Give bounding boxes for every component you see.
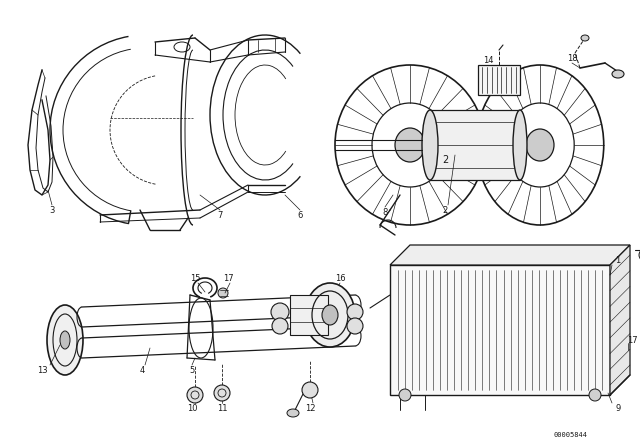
Ellipse shape (271, 303, 289, 321)
Text: 3: 3 (49, 206, 54, 215)
Ellipse shape (639, 249, 640, 261)
Text: 16: 16 (335, 273, 346, 283)
Text: 2: 2 (442, 155, 448, 165)
Ellipse shape (513, 110, 527, 180)
Ellipse shape (347, 318, 363, 334)
Ellipse shape (272, 318, 288, 334)
Text: 7: 7 (218, 211, 223, 220)
Bar (390, 265, 610, 395)
Ellipse shape (395, 128, 425, 162)
Text: 11: 11 (217, 404, 227, 413)
Text: 4: 4 (140, 366, 145, 375)
Text: 15: 15 (189, 273, 200, 283)
Ellipse shape (214, 385, 230, 401)
Text: 17: 17 (223, 273, 234, 283)
Ellipse shape (589, 389, 601, 401)
Ellipse shape (581, 35, 589, 41)
Text: 10: 10 (187, 404, 197, 413)
Ellipse shape (322, 305, 338, 325)
Ellipse shape (218, 288, 228, 298)
Text: 6: 6 (298, 211, 303, 220)
Ellipse shape (612, 70, 624, 78)
Ellipse shape (187, 387, 203, 403)
Ellipse shape (305, 283, 355, 347)
Ellipse shape (526, 129, 554, 161)
Ellipse shape (422, 110, 438, 180)
Polygon shape (390, 245, 630, 265)
Text: 00005844: 00005844 (553, 432, 587, 438)
Ellipse shape (60, 331, 70, 349)
Text: 13: 13 (36, 366, 47, 375)
Ellipse shape (399, 389, 411, 401)
Ellipse shape (302, 382, 318, 398)
Text: 9: 9 (616, 404, 621, 413)
Text: 14: 14 (483, 56, 493, 65)
Ellipse shape (347, 304, 363, 320)
Text: 18: 18 (566, 53, 577, 63)
Polygon shape (610, 245, 630, 395)
Ellipse shape (47, 305, 83, 375)
Text: 8: 8 (382, 207, 388, 216)
Text: 2: 2 (442, 206, 447, 215)
Text: 12: 12 (305, 404, 316, 413)
Ellipse shape (287, 409, 299, 417)
Text: 5: 5 (189, 366, 195, 375)
Bar (478, 65, 520, 95)
Text: 1: 1 (616, 255, 621, 264)
Bar (290, 295, 328, 335)
Bar (430, 110, 520, 180)
Text: 17: 17 (627, 336, 637, 345)
